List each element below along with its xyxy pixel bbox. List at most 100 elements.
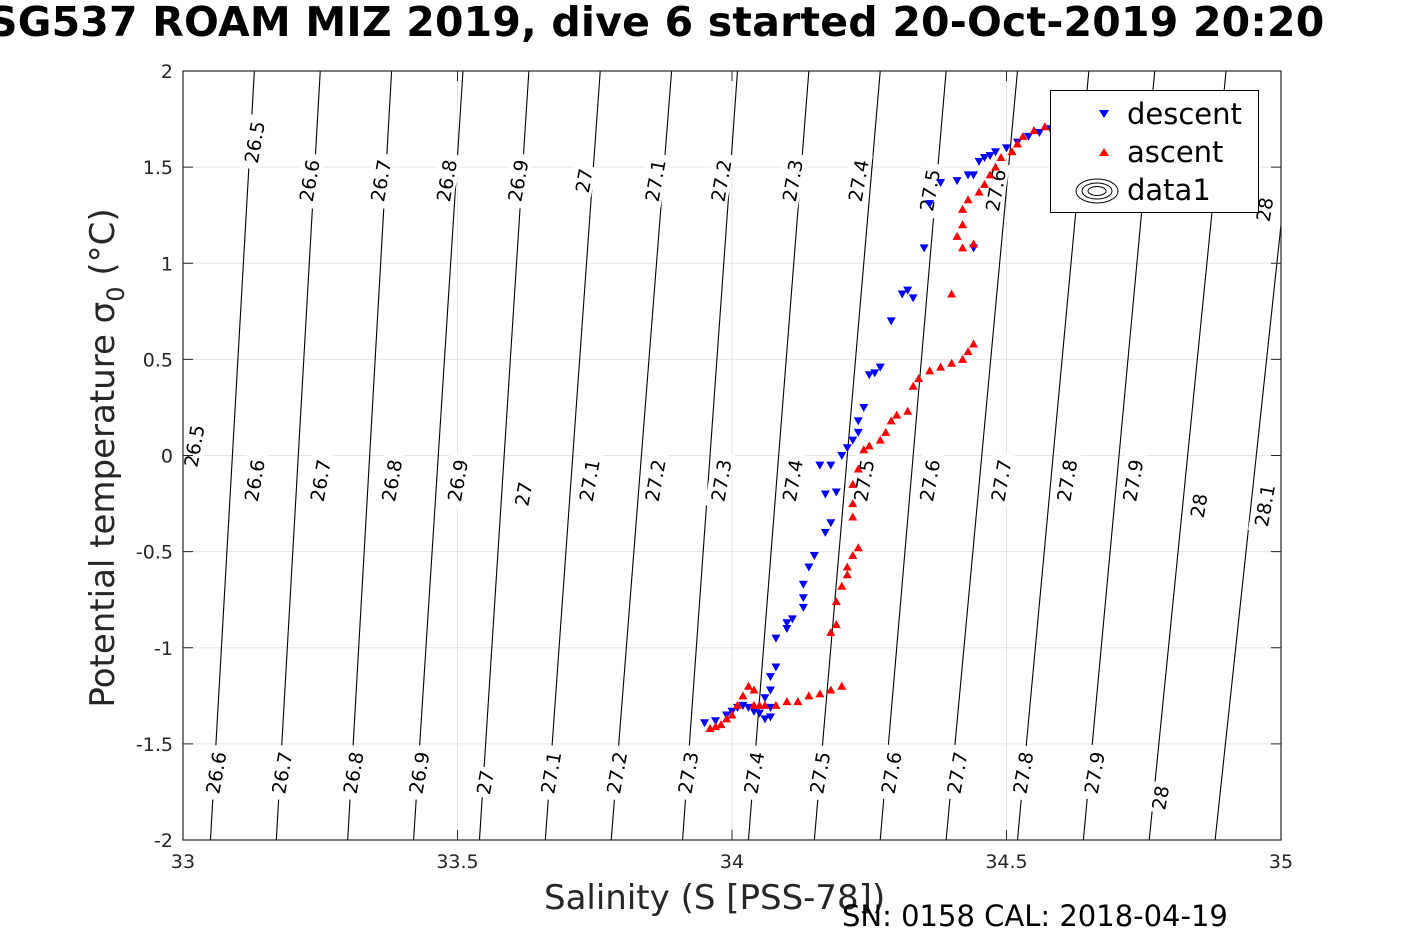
isopycnal-label-text: 28 xyxy=(1187,492,1213,520)
descent-marker xyxy=(765,703,775,712)
y-tick-label: 0 xyxy=(161,446,173,468)
descent-marker xyxy=(804,563,814,572)
ascent-marker xyxy=(826,685,836,694)
triangle-down-marker-icon xyxy=(1099,110,1109,118)
isopycnal-label-bg xyxy=(470,765,498,799)
descent-marker xyxy=(820,528,830,537)
isopycnal-label-bg xyxy=(430,151,462,209)
isopycnal-label-bg xyxy=(984,451,1016,509)
x-tick-label: 35 xyxy=(1269,851,1293,873)
isopycnal-label-bg xyxy=(913,451,945,509)
descent-marker xyxy=(809,551,819,560)
contour-ellipses-icon xyxy=(1075,178,1119,204)
isopycnal-label: 27.2 xyxy=(704,151,737,209)
legend: descent ascent data1 xyxy=(1050,90,1259,213)
ascent-marker xyxy=(969,239,979,248)
isopycnal-label-bg xyxy=(671,744,703,802)
x-tick-label: 33 xyxy=(171,851,195,873)
isopycnal-label-text: 27 xyxy=(511,480,537,508)
isopycnal-label-text: 27 xyxy=(572,167,598,195)
isopycnal-label-bg xyxy=(364,151,396,209)
ascent-marker xyxy=(1012,139,1022,148)
ascent-marker xyxy=(914,374,924,383)
isopycnal-label: 27.1 xyxy=(534,744,566,802)
isopycnal-label: 27.5 xyxy=(913,161,945,219)
isopycnal-line xyxy=(544,71,601,840)
descent-marker xyxy=(925,200,935,209)
isopycnal-label: 27.4 xyxy=(737,744,769,802)
isopycnal-label-bg xyxy=(177,417,209,475)
ascent-marker xyxy=(831,620,841,629)
x-tick-label: 34.5 xyxy=(985,851,1027,873)
descent-marker xyxy=(826,461,836,470)
isopycnal-label: 27 xyxy=(470,765,499,799)
ascent-marker xyxy=(749,685,759,694)
ascent-marker xyxy=(771,700,781,709)
isopycnal-label-text: 28 xyxy=(1148,784,1174,812)
ascent-marker xyxy=(925,366,935,375)
ascent-marker xyxy=(732,700,742,709)
legend-entry-data1: data1 xyxy=(1051,171,1258,209)
ascent-marker xyxy=(1018,131,1028,140)
isopycnal-label-bg xyxy=(775,451,807,509)
descent-marker xyxy=(815,461,825,470)
descent-marker xyxy=(754,709,764,718)
descent-marker xyxy=(798,594,808,603)
ascent-marker xyxy=(864,441,874,450)
descent-marker xyxy=(820,490,830,499)
isopycnal-label-bg xyxy=(1116,451,1148,509)
descent-marker xyxy=(760,694,770,703)
isopycnal-label: 27.7 xyxy=(984,451,1017,509)
ascent-marker xyxy=(1040,122,1050,131)
isopycnal-label-bg xyxy=(737,744,769,802)
isopycnal-label: 27.6 xyxy=(874,744,907,802)
isopycnal-label: 27.7 xyxy=(940,744,973,802)
isopycnal-label-bg xyxy=(874,744,906,802)
isopycnal-label: 27.5 xyxy=(847,451,879,509)
descent-marker xyxy=(743,703,753,712)
isopycnal-label-bg xyxy=(199,744,231,802)
ascent-marker xyxy=(958,354,968,363)
ascent-marker xyxy=(842,570,852,579)
isopycnal-label: 27.3 xyxy=(775,151,808,209)
isopycnal-label-bg xyxy=(638,151,670,209)
legend-label-ascent: ascent xyxy=(1127,135,1224,169)
ascent-marker xyxy=(848,499,858,508)
descent-marker xyxy=(831,488,841,497)
ascent-marker xyxy=(974,187,984,196)
descent-marker xyxy=(1023,132,1033,141)
ascent-marker xyxy=(727,710,737,719)
isopycnal-label-bg xyxy=(336,744,368,802)
isopycnal-label-bg xyxy=(265,744,297,802)
isopycnal-line xyxy=(1214,219,1281,840)
isopycnal-label-bg xyxy=(402,744,434,802)
descent-marker xyxy=(952,177,962,186)
isopycnal-label-bg xyxy=(237,113,269,171)
descent-marker xyxy=(760,715,770,724)
ascent-marker xyxy=(947,358,957,367)
descent-marker xyxy=(1034,129,1044,138)
isopycnal-label: 26.6 xyxy=(199,744,231,802)
descent-marker xyxy=(897,290,907,299)
ascent-marker xyxy=(815,689,825,698)
chart-title: SG537 ROAM MIZ 2019, dive 6 started 20-O… xyxy=(0,0,1325,46)
descent-marker xyxy=(969,171,979,180)
descent-marker xyxy=(991,148,1001,157)
ascent-marker xyxy=(1007,147,1017,156)
ascent-marker xyxy=(886,416,896,425)
ascent-marker xyxy=(892,410,902,419)
ascent-marker xyxy=(793,697,803,706)
ascent-marker xyxy=(947,289,957,298)
isopycnal-label: 27.8 xyxy=(1006,744,1038,802)
isopycnal-label: 26.7 xyxy=(265,744,297,802)
isopycnal-label-bg xyxy=(940,744,972,802)
isopycnal-label: 26.7 xyxy=(364,151,396,209)
descent-marker xyxy=(826,519,836,528)
isopycnal-label: 27.2 xyxy=(638,451,671,509)
ascent-marker xyxy=(837,581,847,590)
isopycnal-label: 26.8 xyxy=(430,151,462,209)
legend-label-descent: descent xyxy=(1127,97,1242,131)
isopycnal-label: 27.3 xyxy=(671,744,704,802)
descent-marker xyxy=(771,634,781,643)
